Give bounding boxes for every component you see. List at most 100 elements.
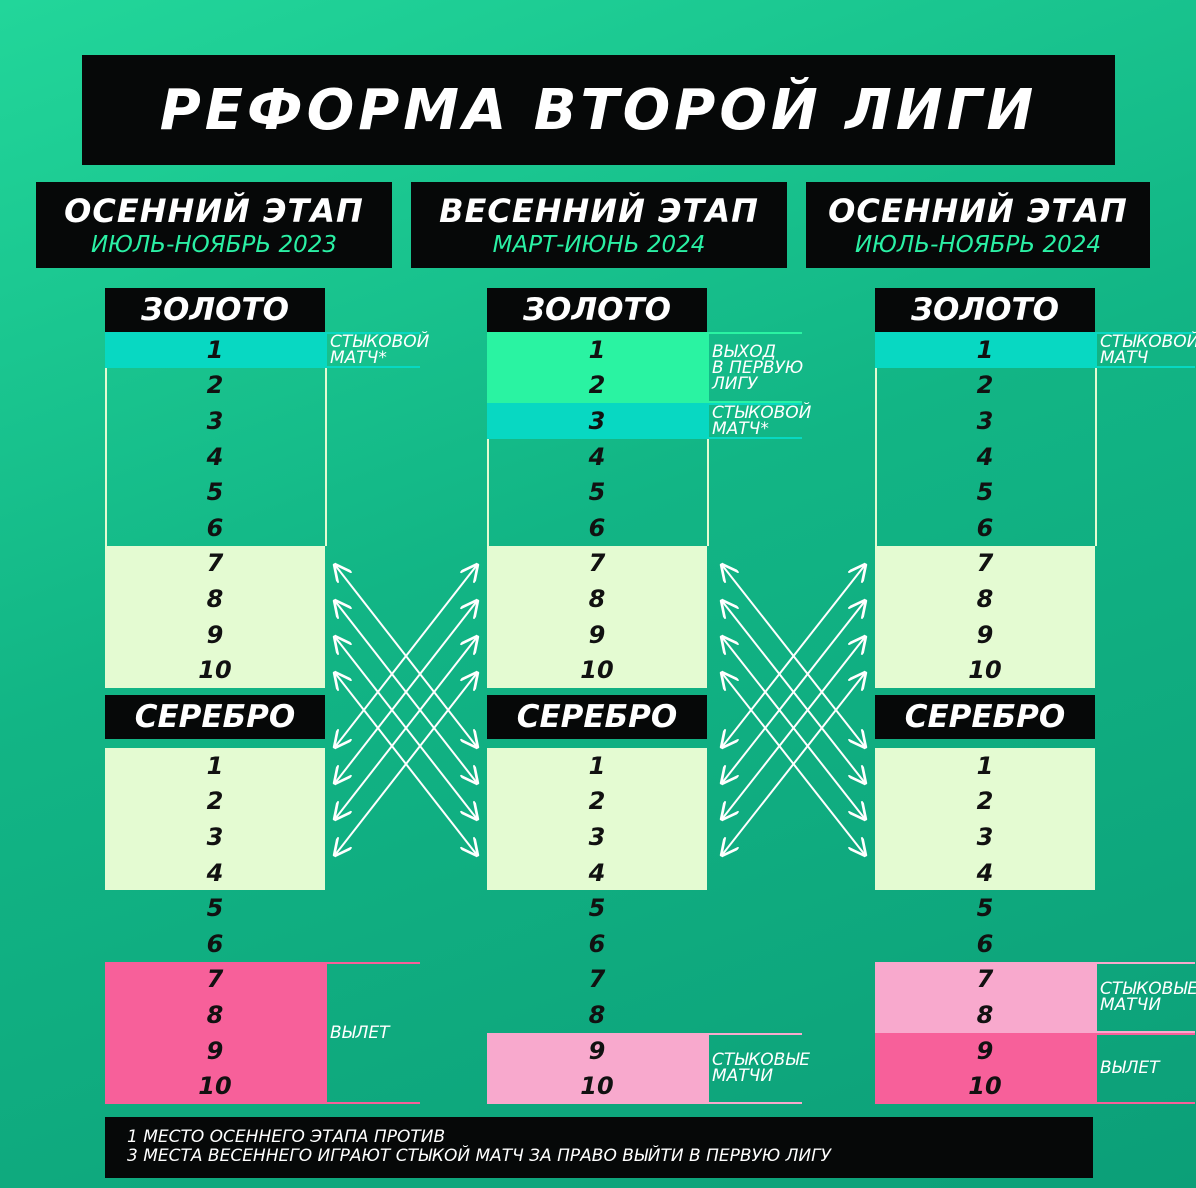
- gold-border: [875, 332, 1097, 546]
- place: 5: [588, 478, 606, 507]
- stage-name: ВЕСЕННИЙ ЭТАП: [439, 192, 759, 230]
- place: 2: [976, 371, 994, 400]
- stage-dates: МАРТ-ИЮНЬ 2024: [492, 232, 706, 258]
- place: 4: [976, 442, 994, 471]
- note-text: СТЫКОВОЙ: [712, 403, 812, 423]
- gold-header: ЗОЛОТО: [487, 288, 707, 332]
- note: СТЫКОВОЙ МАТЧ*: [712, 403, 812, 439]
- place: 10: [968, 1072, 1002, 1101]
- place: 10: [198, 656, 232, 685]
- place: 8: [206, 584, 224, 613]
- place: 5: [976, 478, 994, 507]
- silver-header: СЕРЕБРО: [875, 695, 1095, 739]
- silver-header: СЕРЕБРО: [487, 695, 707, 739]
- place: 5: [206, 894, 224, 923]
- zone: [487, 403, 707, 439]
- place: 8: [206, 1000, 224, 1029]
- zone: [875, 545, 1095, 688]
- stage-header: ОСЕННИЙ ЭТАП ИЮЛЬ-НОЯБРЬ 2024: [806, 182, 1150, 268]
- place: 7: [206, 965, 224, 994]
- place: 5: [588, 894, 606, 923]
- place: 8: [976, 1000, 994, 1029]
- place: 7: [976, 965, 994, 994]
- gold-border: [105, 332, 327, 546]
- stage-dates: ИЮЛЬ-НОЯБРЬ 2023: [90, 232, 338, 258]
- place: 1: [976, 751, 994, 780]
- gold-header: ЗОЛОТО: [875, 288, 1095, 332]
- note: ВЫЛЕТ: [330, 1022, 390, 1043]
- note: СТЫКОВЫЕ МАТЧИ: [1100, 979, 1196, 1014]
- place: 6: [976, 513, 994, 542]
- note-line: [1095, 961, 1195, 1033]
- place: 6: [588, 513, 606, 542]
- footnote-line: 1 МЕСТО ОСЕННЕГО ЭТАПА ПРОТИВ: [127, 1127, 446, 1147]
- title: РЕФОРМА ВТОРОЙ ЛИГИ: [82, 55, 1115, 165]
- place: 7: [588, 965, 606, 994]
- stage-header: ОСЕННИЙ ЭТАП ИЮЛЬ-НОЯБРЬ 2023: [36, 182, 392, 268]
- zone: [875, 748, 1095, 891]
- place: 5: [976, 894, 994, 923]
- place: 6: [588, 929, 606, 958]
- place: 4: [588, 442, 606, 471]
- note: СТЫКОВОЙ МАТЧ*: [330, 333, 429, 368]
- place: 4: [206, 858, 224, 887]
- note-line: [325, 961, 420, 1104]
- note: СТЫКОВЫЕ МАТЧИ: [712, 1050, 810, 1085]
- stage-name: ОСЕННИЙ ЭТАП: [64, 192, 364, 230]
- zone: [487, 545, 707, 688]
- place: 3: [588, 822, 606, 851]
- zone: [487, 748, 707, 891]
- place: 1: [206, 751, 224, 780]
- note-line: [707, 332, 802, 404]
- note-text: ВЫЛЕТ: [330, 1022, 390, 1043]
- gold-header: ЗОЛОТО: [105, 288, 325, 332]
- place: 2: [588, 787, 606, 816]
- place: 9: [206, 620, 224, 649]
- place: 9: [976, 1036, 994, 1065]
- place: 2: [976, 787, 994, 816]
- zone: [105, 748, 325, 891]
- note: СТЫКОВОЙ МАТЧ: [1100, 333, 1196, 368]
- note-text: СТЫКОВЫЕ: [712, 1050, 810, 1071]
- place: 8: [976, 584, 994, 613]
- note: ВЫХОД В ПЕРВУЮ ЛИГУ: [712, 341, 803, 394]
- silver-header: СЕРЕБРО: [105, 695, 325, 739]
- zone: [487, 1032, 707, 1104]
- zone: [875, 1032, 1095, 1104]
- place: 10: [198, 1072, 232, 1101]
- place: 7: [588, 549, 606, 578]
- note-line: [325, 332, 420, 368]
- note-text: МАТЧ*: [330, 347, 387, 368]
- arrow: [335, 673, 477, 855]
- zone: [105, 961, 325, 1104]
- footnote-line: 3 МЕСТА ВЕСЕННЕГО ИГРАЮТ СТЫКОЙ МАТЧ ЗА …: [127, 1146, 831, 1166]
- place: 9: [588, 1036, 606, 1065]
- place: 9: [206, 1036, 224, 1065]
- place: 9: [976, 620, 994, 649]
- note-text: СТЫКОВЫЕ: [1100, 979, 1196, 1000]
- place: 1: [588, 335, 606, 364]
- place: 7: [206, 549, 224, 578]
- place: 2: [206, 787, 224, 816]
- note: ВЫЛЕТ: [1100, 1060, 1159, 1077]
- note-text: ВЫХОД: [712, 341, 776, 362]
- note-line: [1095, 1032, 1195, 1104]
- place: 7: [976, 549, 994, 578]
- place: 6: [206, 513, 224, 542]
- place: 8: [588, 1000, 606, 1029]
- note-text: МАТЧ*: [712, 419, 769, 439]
- stage-name: ОСЕННИЙ ЭТАП: [828, 192, 1128, 230]
- place: 1: [206, 335, 224, 364]
- place: 2: [206, 371, 224, 400]
- stage-dates: ИЮЛЬ-НОЯБРЬ 2024: [854, 232, 1102, 258]
- place: 9: [588, 620, 606, 649]
- zone: [487, 332, 707, 404]
- note-text: ЛИГУ: [712, 373, 758, 394]
- place: 6: [206, 929, 224, 958]
- note-text: МАТЧ: [1100, 347, 1149, 368]
- place: 10: [968, 656, 1002, 685]
- zone: [875, 961, 1095, 1033]
- place: 8: [588, 584, 606, 613]
- gold-border: [487, 332, 709, 546]
